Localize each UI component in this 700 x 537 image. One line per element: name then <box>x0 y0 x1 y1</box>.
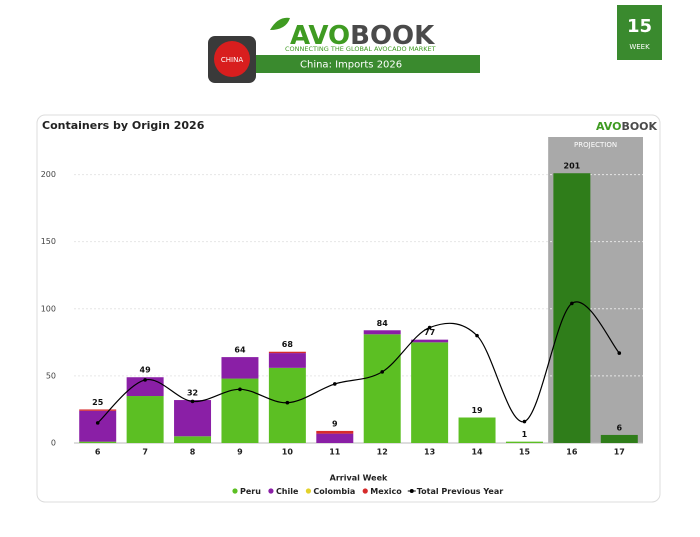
bar-segment <box>363 334 401 443</box>
bar-segment <box>174 400 212 437</box>
bar-segment <box>411 339 449 343</box>
x-tick-label: 16 <box>566 448 578 457</box>
total-label: 49 <box>140 366 152 375</box>
previous-year-point <box>475 333 479 338</box>
bar-segment <box>411 342 449 443</box>
bar-segment <box>458 417 496 443</box>
total-label: 9 <box>332 419 338 428</box>
x-tick-label: 13 <box>424 448 435 457</box>
chart-logo-b: BOOK <box>621 120 657 133</box>
total-label: 77 <box>424 328 435 337</box>
tagline: CONNECTING THE GLOBAL AVOCADO MARKET <box>285 45 436 53</box>
legend-label: Total Previous Year <box>417 487 503 496</box>
banner <box>256 55 480 73</box>
x-axis-title: Arrival Week <box>330 474 388 483</box>
legend-marker <box>268 488 274 494</box>
legend-marker <box>232 488 238 494</box>
bar-segment <box>268 351 306 354</box>
flag <box>214 41 250 77</box>
week-box <box>617 5 662 60</box>
bar-segment <box>126 396 164 443</box>
x-tick-label: 12 <box>377 448 388 457</box>
total-label: 6 <box>617 423 623 432</box>
flag-label: CHINA <box>221 56 243 64</box>
total-label: 84 <box>377 319 389 328</box>
x-tick-label: 10 <box>282 448 294 457</box>
banner-text: China: Imports 2026 <box>300 60 402 71</box>
chart-logo: AVOBOOK <box>596 120 658 133</box>
y-tick-label: 50 <box>46 371 56 380</box>
brand-a: AVO <box>290 21 350 51</box>
total-label: 1 <box>522 430 528 439</box>
total-label: 64 <box>234 346 246 355</box>
previous-year-point <box>427 325 432 330</box>
y-tick-label: 100 <box>41 304 56 313</box>
chart-logo-a: AVO <box>596 120 621 133</box>
brand-leaf <box>270 17 290 30</box>
x-tick-label: 7 <box>142 448 148 457</box>
previous-year-point <box>95 421 100 425</box>
x-tick-label: 14 <box>471 448 483 457</box>
legend-label: Peru <box>240 487 261 496</box>
x-tick-label: 8 <box>190 448 196 457</box>
legend-label: Colombia <box>313 487 355 496</box>
previous-year-point <box>380 370 385 374</box>
bar-segment <box>316 433 354 443</box>
brand-b: BOOK <box>350 21 435 51</box>
previous-year-point <box>238 387 242 392</box>
bar-segment <box>221 357 259 379</box>
previous-year-point <box>143 378 147 382</box>
legend-marker <box>305 488 312 494</box>
y-tick-label: 0 <box>51 439 56 448</box>
previous-year-point <box>570 301 574 306</box>
chart-title: Containers by Origin 2026 <box>42 119 205 132</box>
bar-segment <box>79 409 117 411</box>
previous-year-point <box>617 351 622 355</box>
legend-marker <box>362 488 368 494</box>
bar-segment <box>553 173 591 443</box>
legend-label: Chile <box>276 487 299 496</box>
plot: PROJECTION050100150200256497328649681091… <box>41 137 643 496</box>
total-label: 32 <box>187 389 198 398</box>
bar-segment <box>505 441 543 443</box>
x-tick-label: 15 <box>519 448 531 457</box>
bar-segment <box>600 434 638 443</box>
y-tick-label: 150 <box>41 237 56 246</box>
total-label: 201 <box>564 162 581 171</box>
x-tick-label: 6 <box>95 448 101 457</box>
legend-label: Mexico <box>370 487 402 496</box>
week-label: WEEK <box>629 43 650 51</box>
bar-segment <box>79 441 117 443</box>
total-label: 19 <box>471 406 483 415</box>
previous-year-point <box>522 419 527 424</box>
previous-year-point <box>332 382 337 386</box>
total-label: 25 <box>92 398 104 407</box>
bar-segment <box>363 330 401 335</box>
x-tick-label: 11 <box>329 448 341 457</box>
projection-label: PROJECTION <box>574 141 617 149</box>
legend-marker <box>409 489 414 493</box>
bar-segment <box>126 377 164 397</box>
y-tick-label: 200 <box>41 170 56 179</box>
x-tick-label: 17 <box>614 448 625 457</box>
bar-segment <box>174 436 212 443</box>
week-number: 15 <box>627 16 652 37</box>
bar-segment <box>316 430 354 434</box>
x-tick-label: 9 <box>237 448 243 457</box>
total-label: 68 <box>282 340 294 349</box>
bar-segment <box>79 410 117 442</box>
bar-segment <box>268 353 306 368</box>
bar-segment <box>268 367 306 443</box>
previous-year-point <box>190 399 195 404</box>
brand: AVOBOOK <box>290 21 435 51</box>
previous-year-point <box>285 400 290 405</box>
